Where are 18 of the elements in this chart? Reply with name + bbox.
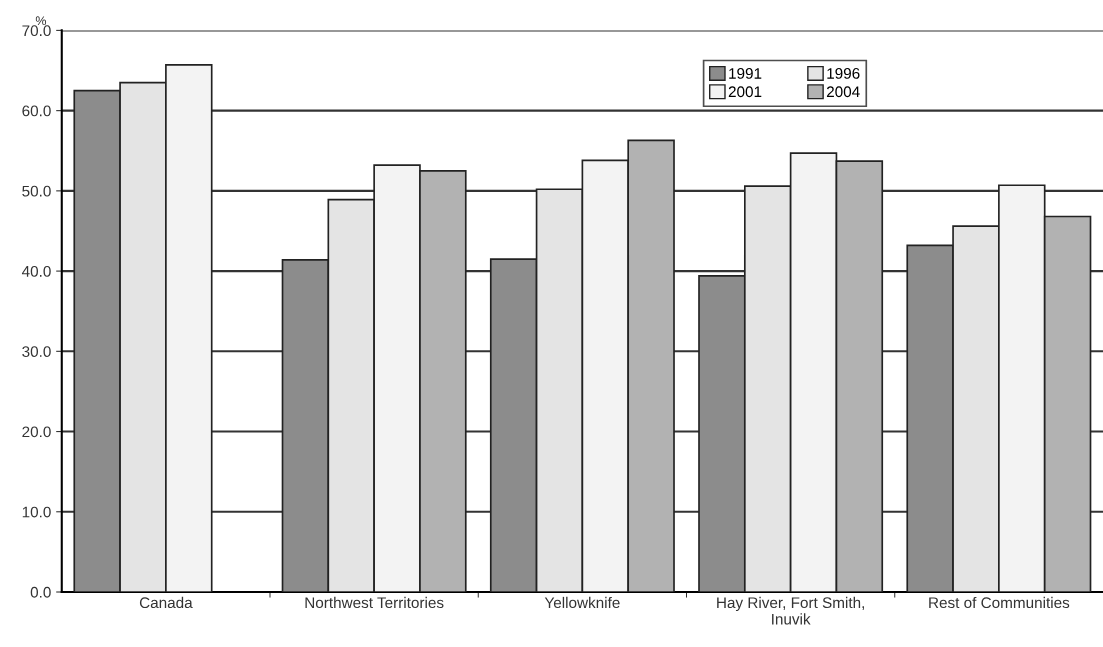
y-tick-label: 70.0 bbox=[22, 25, 51, 37]
y-tick-label: 60.0 bbox=[22, 105, 51, 117]
x-tick-label: Rest of Communities bbox=[929, 596, 1070, 609]
x-tick-label: Yellowknife bbox=[544, 596, 620, 609]
legend-label: 2001 bbox=[728, 86, 762, 98]
x-tick-label: Northwest Territories bbox=[305, 596, 444, 609]
y-tick-label: 20.0 bbox=[22, 426, 51, 438]
y-axis-title: % bbox=[35, 16, 47, 26]
x-tick-label: Canada bbox=[139, 596, 193, 609]
y-tick-label: 0.0 bbox=[30, 586, 51, 598]
y-tick-label: 10.0 bbox=[22, 506, 51, 518]
y-tick-label: 40.0 bbox=[21, 265, 51, 277]
y-tick-label: 30.0 bbox=[22, 346, 51, 358]
legend-label: 1991 bbox=[729, 68, 762, 79]
legend-label: 2004 bbox=[826, 86, 860, 98]
y-tick-label: 50.0 bbox=[22, 185, 51, 197]
x-tick-label: Hay River, Fort Smith, Inuvik bbox=[717, 596, 864, 625]
legend-label: 1996 bbox=[827, 68, 860, 79]
